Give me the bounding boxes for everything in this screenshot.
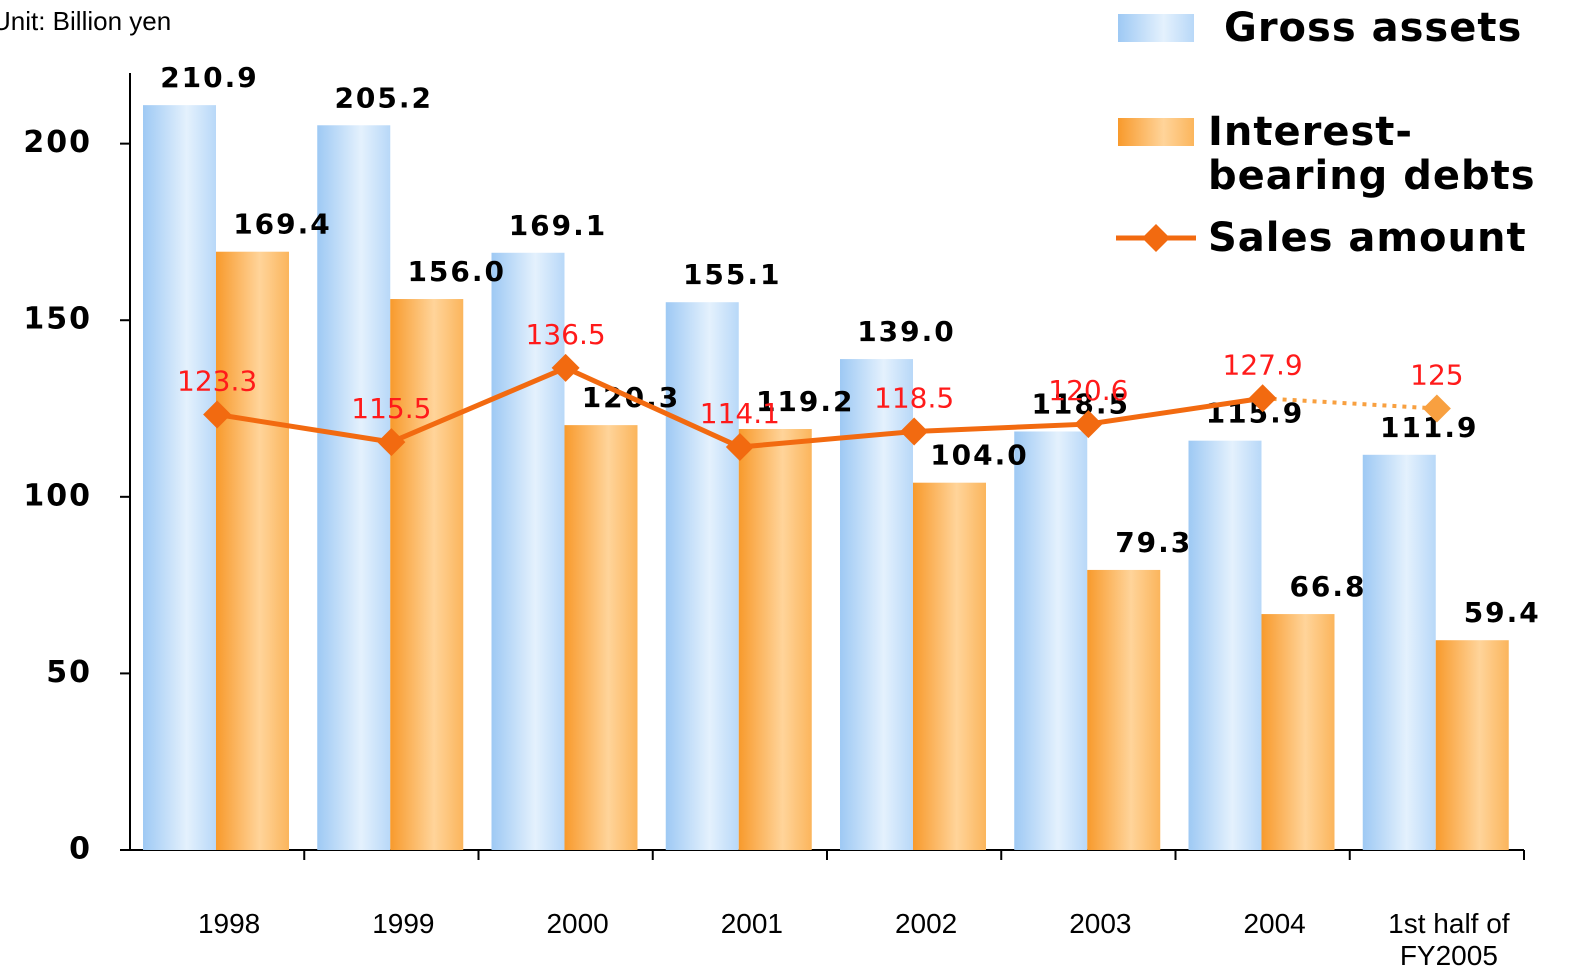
y-tick-label: 150 — [23, 302, 92, 337]
unit-label: Unit: Billion yen — [0, 6, 172, 36]
value-label: 79.3 — [1115, 526, 1192, 559]
marker — [900, 417, 929, 446]
value-label: 125 — [1410, 359, 1463, 392]
bar — [913, 482, 986, 850]
bar — [1435, 640, 1509, 850]
x-tick-label: 1998 — [197, 908, 261, 939]
legend-swatch-rect — [1118, 14, 1194, 42]
x-tick-label: 2000 — [546, 908, 609, 939]
value-label: 127.9 — [1223, 348, 1303, 381]
value-label: 120.6 — [1048, 374, 1128, 407]
value-label: 139.0 — [857, 315, 956, 348]
value-label: 118.5 — [874, 381, 954, 414]
bar — [1261, 614, 1335, 850]
legend-label: Interest-bearing debts — [1208, 109, 1536, 199]
value-label: 115.5 — [351, 392, 431, 425]
x-tick-label: 2002 — [894, 908, 958, 939]
value-label: 205.2 — [334, 81, 433, 114]
legend-swatch — [1118, 118, 1194, 146]
legend-label: Sales amount — [1208, 215, 1527, 261]
bar — [143, 105, 216, 851]
marker — [203, 400, 232, 429]
bar — [216, 251, 289, 850]
bar — [1362, 454, 1436, 850]
value-label: 169.4 — [233, 208, 332, 241]
value-label: 59.4 — [1464, 596, 1541, 629]
value-label: 114.1 — [700, 397, 780, 430]
legend-swatch — [1118, 14, 1194, 42]
x-tick-label: 2004 — [1243, 908, 1306, 939]
value-label: 119.2 — [756, 385, 855, 418]
marker — [377, 428, 406, 457]
y-tick-label: 50 — [46, 655, 92, 690]
x-tick-label: 2003 — [1069, 908, 1132, 939]
bar — [1014, 431, 1088, 850]
value-label: 210.9 — [160, 61, 259, 94]
legend-label: Gross assets — [1224, 5, 1523, 51]
value-label: 155.1 — [683, 258, 782, 291]
bar — [840, 359, 913, 850]
y-tick-label: 100 — [23, 478, 92, 513]
value-label: 156.0 — [407, 255, 506, 288]
legend-swatch-rect — [1118, 118, 1194, 146]
bar — [390, 299, 464, 850]
value-label: 123.3 — [177, 365, 257, 398]
marker — [551, 353, 580, 382]
marker — [1422, 394, 1451, 423]
x-tick-label: 1st half of FY2005 — [1388, 908, 1510, 971]
bar — [738, 429, 812, 850]
x-tick-label: 1999 — [372, 908, 435, 939]
bar — [1188, 440, 1262, 850]
bar — [1087, 569, 1161, 850]
value-label: 136.5 — [526, 318, 606, 351]
bar — [491, 252, 565, 851]
y-tick-label: 0 — [69, 832, 92, 867]
y-tick-label: 200 — [23, 125, 92, 160]
value-label: 169.1 — [509, 209, 608, 242]
bar — [564, 425, 638, 850]
value-label: 66.8 — [1289, 570, 1366, 603]
legend-swatch — [1116, 224, 1196, 252]
bar — [317, 125, 391, 850]
x-tick-label: 2001 — [720, 908, 784, 939]
value-label: 111.9 — [1380, 411, 1479, 444]
marker — [1248, 384, 1277, 413]
legend-swatch-marker — [1142, 224, 1170, 252]
marker — [725, 433, 754, 462]
marker — [1074, 410, 1103, 439]
value-label: 104.0 — [930, 439, 1029, 472]
bar — [665, 302, 739, 851]
value-label: 118.5 — [1031, 387, 1130, 420]
